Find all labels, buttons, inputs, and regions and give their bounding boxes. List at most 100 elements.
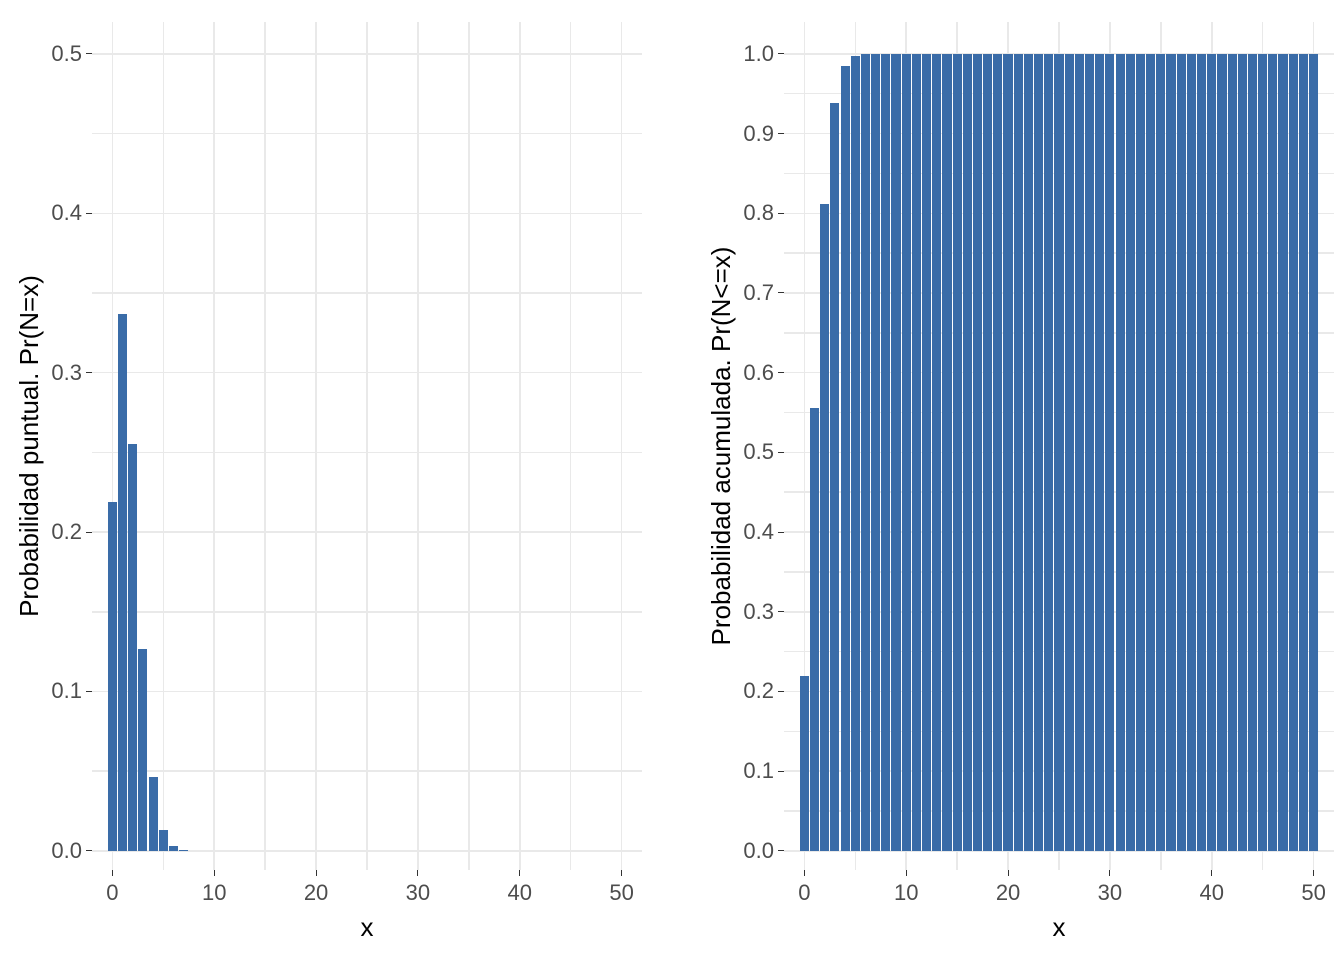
bar bbox=[922, 54, 931, 851]
bar bbox=[1126, 54, 1135, 851]
x-tick-label: 50 bbox=[597, 880, 647, 906]
bar bbox=[1075, 54, 1084, 851]
gridline-v bbox=[570, 22, 572, 870]
bar bbox=[159, 830, 168, 851]
chart-container: 0.00.10.20.30.40.501020304050xProbabilid… bbox=[0, 0, 1344, 960]
tick-mark-y bbox=[86, 691, 92, 692]
gridline-v bbox=[163, 22, 165, 870]
gridline-v bbox=[366, 22, 368, 870]
tick-mark-x bbox=[1008, 870, 1009, 876]
bar bbox=[891, 54, 900, 851]
bar bbox=[1309, 54, 1318, 851]
bar bbox=[179, 850, 188, 851]
tick-mark-x bbox=[906, 870, 907, 876]
bar bbox=[912, 54, 921, 851]
tick-mark-y bbox=[86, 850, 92, 851]
x-tick-label: 0 bbox=[87, 880, 137, 906]
bar bbox=[1003, 54, 1012, 851]
x-tick-label: 10 bbox=[881, 880, 931, 906]
gridline-v bbox=[213, 22, 215, 870]
x-tick-label: 40 bbox=[1187, 880, 1237, 906]
bar bbox=[1034, 54, 1043, 851]
tick-mark-x bbox=[519, 870, 520, 876]
gridline-v bbox=[315, 22, 317, 870]
bar bbox=[1187, 54, 1196, 851]
bar bbox=[1177, 54, 1186, 851]
x-tick-label: 40 bbox=[495, 880, 545, 906]
tick-mark-x bbox=[316, 870, 317, 876]
bar bbox=[851, 56, 860, 851]
tick-mark-y bbox=[778, 850, 784, 851]
tick-mark-x bbox=[214, 870, 215, 876]
bar bbox=[983, 54, 992, 851]
bar bbox=[138, 649, 147, 851]
bar bbox=[881, 54, 890, 851]
y-axis-title: Probabilidad puntual. Pr(N=x) bbox=[14, 22, 40, 870]
bar bbox=[1054, 54, 1063, 851]
bar bbox=[830, 103, 839, 851]
tick-mark-y bbox=[778, 611, 784, 612]
bar bbox=[169, 846, 178, 851]
x-tick-label: 20 bbox=[291, 880, 341, 906]
bar bbox=[1166, 54, 1175, 851]
bar bbox=[1289, 54, 1298, 851]
bar bbox=[973, 54, 982, 851]
bar bbox=[149, 777, 158, 851]
tick-mark-x bbox=[1109, 870, 1110, 876]
tick-mark-y bbox=[778, 372, 784, 373]
bar bbox=[861, 54, 870, 851]
bar bbox=[1238, 54, 1247, 851]
bar bbox=[932, 54, 941, 851]
bar bbox=[1268, 54, 1277, 851]
bar bbox=[1278, 54, 1287, 851]
tick-mark-y bbox=[86, 532, 92, 533]
bar bbox=[1014, 54, 1023, 851]
x-axis-title: x bbox=[784, 912, 1334, 943]
bar bbox=[1248, 54, 1257, 851]
bar bbox=[1095, 54, 1104, 851]
tick-mark-y bbox=[86, 372, 92, 373]
bar bbox=[841, 66, 850, 851]
plot-area-cdf bbox=[784, 22, 1334, 870]
bar bbox=[800, 676, 809, 850]
tick-mark-y bbox=[778, 133, 784, 134]
y-axis-title: Probabilidad acumulada. Pr(N<=x) bbox=[706, 22, 732, 870]
tick-mark-y bbox=[778, 292, 784, 293]
bar bbox=[1044, 54, 1053, 851]
bar bbox=[1085, 54, 1094, 851]
bar bbox=[1105, 54, 1114, 851]
bar bbox=[118, 314, 127, 851]
bar bbox=[993, 54, 1002, 851]
tick-mark-x bbox=[112, 870, 113, 876]
tick-mark-y bbox=[778, 771, 784, 772]
x-tick-label: 30 bbox=[1085, 880, 1135, 906]
bar bbox=[1299, 54, 1308, 851]
tick-mark-y bbox=[778, 53, 784, 54]
x-tick-label: 10 bbox=[189, 880, 239, 906]
gridline-v bbox=[621, 22, 623, 870]
bar bbox=[1197, 54, 1206, 851]
tick-mark-x bbox=[804, 870, 805, 876]
tick-mark-y bbox=[86, 53, 92, 54]
tick-mark-y bbox=[778, 213, 784, 214]
plot-area-pmf bbox=[92, 22, 642, 870]
bar bbox=[1024, 54, 1033, 851]
tick-mark-y bbox=[778, 532, 784, 533]
x-tick-label: 50 bbox=[1289, 880, 1339, 906]
x-tick-label: 0 bbox=[779, 880, 829, 906]
x-tick-label: 20 bbox=[983, 880, 1033, 906]
bar bbox=[871, 54, 880, 851]
gridline-v bbox=[417, 22, 419, 870]
bar bbox=[1228, 54, 1237, 851]
tick-mark-y bbox=[778, 452, 784, 453]
bar bbox=[1217, 54, 1226, 851]
bar bbox=[810, 408, 819, 851]
bar bbox=[1258, 54, 1267, 851]
gridline-v bbox=[519, 22, 521, 870]
bar bbox=[942, 54, 951, 851]
bar bbox=[128, 444, 137, 851]
tick-mark-x bbox=[621, 870, 622, 876]
bar bbox=[1207, 54, 1216, 851]
bar bbox=[108, 502, 117, 851]
bar bbox=[1146, 54, 1155, 851]
